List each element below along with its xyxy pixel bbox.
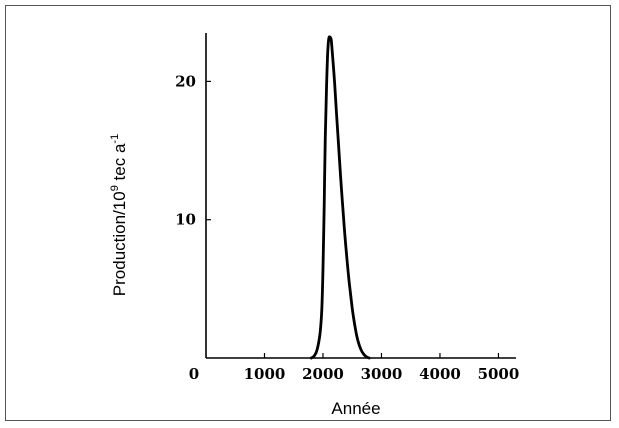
x-tick-label: 1000 — [244, 365, 286, 383]
chart-frame — [5, 5, 611, 421]
x-tick-label: 0 — [189, 365, 199, 383]
x-tick-label: 5000 — [478, 365, 520, 383]
x-axis-title: Année — [331, 399, 380, 418]
axes — [205, 33, 516, 359]
series — [309, 35, 371, 360]
x-tick-label: 4000 — [419, 365, 461, 383]
y-tick-label: 20 — [175, 72, 196, 90]
y-axis-title-exponent-2: -1 — [109, 134, 121, 144]
ticks: 0 1000 2000 3000 4000 5000 10 20 — [175, 72, 519, 383]
y-axis-title-exponent-1: 9 — [109, 185, 121, 191]
x-tick-label: 3000 — [361, 365, 403, 383]
y-tick-label: 10 — [175, 211, 196, 229]
y-axis-title-prefix: Production/10 — [110, 191, 129, 296]
y-axis-title-middle: tec a — [110, 143, 129, 185]
y-axis-title: Production/109 tec a-1 — [109, 134, 129, 296]
series-line-0 — [309, 35, 371, 360]
x-tick-label: 2000 — [302, 365, 344, 383]
